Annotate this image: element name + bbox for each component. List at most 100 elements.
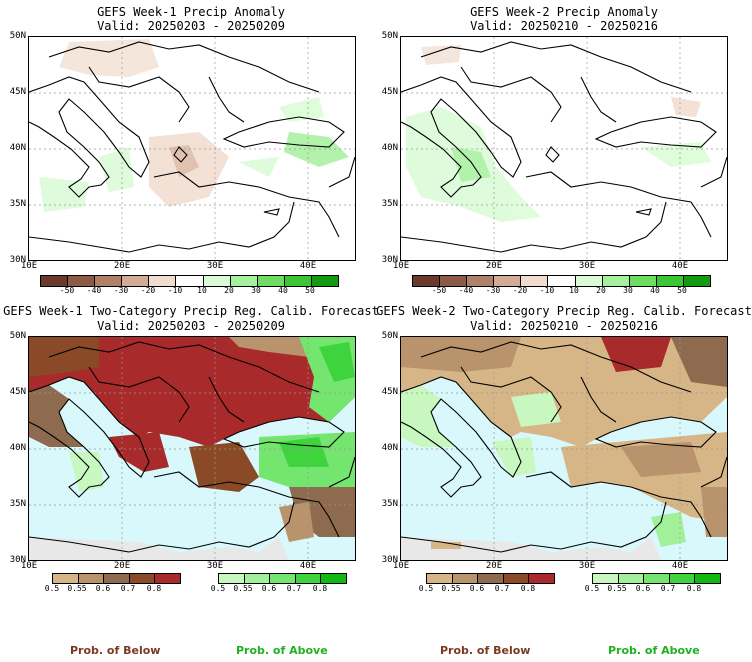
panel3-below-label: 0.8 bbox=[146, 584, 162, 593]
panel2-lon-20: 20E bbox=[485, 261, 503, 271]
panel2-cbar-label: 10 bbox=[569, 286, 579, 295]
panel3-above-label: 0.6 bbox=[261, 584, 277, 593]
panel2-valid: Valid: 20250210 - 20250216 bbox=[470, 19, 658, 33]
panel2-cbar-label: -10 bbox=[539, 286, 555, 295]
panel3-above-label: 0.5 bbox=[210, 584, 226, 593]
panel4-above-label: 0.7 bbox=[660, 584, 676, 593]
panel1-anomaly-field bbox=[39, 39, 349, 212]
panel3-above-label: 0.7 bbox=[286, 584, 302, 593]
panel1-lon-30: 30E bbox=[206, 261, 224, 271]
panel4-lon-40: 40E bbox=[671, 561, 689, 571]
panel4-title: GEFS Week-2 Two-Category Precip Reg. Cal… bbox=[376, 304, 752, 318]
panel2-cbar-label: -40 bbox=[458, 286, 474, 295]
panel3-title: GEFS Week-1 Two-Category Precip Reg. Cal… bbox=[3, 304, 379, 318]
panel2-grid bbox=[401, 37, 727, 260]
panel1-cbar-label: -20 bbox=[140, 286, 156, 295]
panel4-probability-field bbox=[401, 337, 727, 560]
panel4-map bbox=[400, 336, 728, 561]
panel2-title: GEFS Week-2 Precip Anomaly bbox=[470, 5, 658, 19]
panel4-coastlines bbox=[401, 341, 727, 553]
panel4-above-label: 0.55 bbox=[607, 584, 627, 593]
panel1-grid bbox=[29, 37, 355, 260]
panel1-cbar-label: -30 bbox=[113, 286, 129, 295]
panel2-cbar-label: 30 bbox=[623, 286, 633, 295]
panel1-lat-35: 35N bbox=[9, 199, 26, 209]
panel3-lon-10: 10E bbox=[20, 561, 38, 571]
panel2-lat-50: 50N bbox=[381, 31, 398, 41]
panel4-lon-10: 10E bbox=[392, 561, 410, 571]
panel3-lon-30: 30E bbox=[206, 561, 224, 571]
panel2-lat-35: 35N bbox=[381, 199, 398, 209]
panel1-valid: Valid: 20250203 - 20250209 bbox=[97, 19, 285, 33]
panel4-lon-20: 20E bbox=[485, 561, 503, 571]
panel4-above-label: 0.6 bbox=[635, 584, 651, 593]
panel3-lat-35: 35N bbox=[9, 499, 26, 509]
panel1-cbar-label: -40 bbox=[86, 286, 102, 295]
panel1-lat-45: 45N bbox=[9, 87, 26, 97]
panel3-below-colorbar bbox=[52, 573, 181, 584]
panel3-above-label: 0.8 bbox=[312, 584, 328, 593]
panel2-cbar-label: -20 bbox=[512, 286, 528, 295]
panel3-lon-40: 40E bbox=[299, 561, 317, 571]
panel2-lon-10: 10E bbox=[392, 261, 410, 271]
panel3-grid bbox=[29, 337, 355, 560]
panel1-cbar-label: 40 bbox=[278, 286, 288, 295]
panel4-valid: Valid: 20250210 - 20250216 bbox=[470, 319, 658, 333]
panel3-lat-45: 45N bbox=[9, 387, 26, 397]
panel3-lat-30: 30N bbox=[9, 555, 26, 565]
panel2-colorbar bbox=[412, 275, 711, 287]
panel2-cbar-label: -30 bbox=[485, 286, 501, 295]
panel2-lon-30: 30E bbox=[578, 261, 596, 271]
panel2-map bbox=[400, 36, 728, 261]
panel1-lon-20: 20E bbox=[113, 261, 131, 271]
panel3-lat-50: 50N bbox=[9, 331, 26, 341]
panel2-cbar-label: -50 bbox=[431, 286, 447, 295]
panel3-above-legend: Prob. of Above bbox=[236, 644, 328, 657]
panel2-lat-40: 40N bbox=[381, 143, 398, 153]
panel4-below-label: 0.6 bbox=[469, 584, 485, 593]
panel3-valid: Valid: 20250203 - 20250209 bbox=[97, 319, 285, 333]
panel2-lat-45: 45N bbox=[381, 87, 398, 97]
panel4-grid bbox=[401, 337, 727, 560]
panel1-colorbar bbox=[40, 275, 339, 287]
panel4-lat-30: 30N bbox=[381, 555, 398, 565]
panel3-lat-40: 40N bbox=[9, 443, 26, 453]
panel1-cbar-label: 30 bbox=[251, 286, 261, 295]
panel1-coastlines bbox=[29, 41, 355, 253]
panel4-above-label: 0.5 bbox=[584, 584, 600, 593]
panel4-below-label: 0.55 bbox=[441, 584, 461, 593]
panel3-below-label: 0.6 bbox=[95, 584, 111, 593]
panel2-coastlines bbox=[401, 41, 727, 253]
panel2-cbar-label: 40 bbox=[650, 286, 660, 295]
panel4-lat-40: 40N bbox=[381, 443, 398, 453]
panel1-title: GEFS Week-1 Precip Anomaly bbox=[97, 5, 285, 19]
panel3-map bbox=[28, 336, 356, 561]
panel1-map bbox=[28, 36, 356, 261]
panel1-lon-10: 10E bbox=[20, 261, 38, 271]
panel3-below-label: 0.5 bbox=[44, 584, 60, 593]
panel1-cbar-label: -50 bbox=[59, 286, 75, 295]
panel4-below-label: 0.5 bbox=[418, 584, 434, 593]
panel3-below-legend: Prob. of Below bbox=[70, 644, 161, 657]
panel1-cbar-label: 50 bbox=[305, 286, 315, 295]
panel4-lat-35: 35N bbox=[381, 499, 398, 509]
panel2-lat-30: 30N bbox=[381, 255, 398, 265]
panel3-below-label: 0.7 bbox=[120, 584, 136, 593]
panel4-below-label: 0.8 bbox=[520, 584, 536, 593]
panel1-lon-40: 40E bbox=[299, 261, 317, 271]
panel2-lon-40: 40E bbox=[671, 261, 689, 271]
panel2-anomaly-field bbox=[406, 45, 711, 222]
panel1-lat-50: 50N bbox=[9, 31, 26, 41]
panel2-cbar-label: 20 bbox=[596, 286, 606, 295]
panel4-lat-45: 45N bbox=[381, 387, 398, 397]
panel4-below-legend: Prob. of Below bbox=[440, 644, 531, 657]
panel1-lat-40: 40N bbox=[9, 143, 26, 153]
panel3-above-label: 0.55 bbox=[233, 584, 253, 593]
panel4-below-colorbar bbox=[426, 573, 555, 584]
panel2-cbar-label: 50 bbox=[677, 286, 687, 295]
panel1-cbar-label: -10 bbox=[167, 286, 183, 295]
panel4-above-legend: Prob. of Above bbox=[608, 644, 700, 657]
panel3-lon-20: 20E bbox=[113, 561, 131, 571]
panel3-coastlines bbox=[29, 341, 355, 553]
panel1-lat-30: 30N bbox=[9, 255, 26, 265]
